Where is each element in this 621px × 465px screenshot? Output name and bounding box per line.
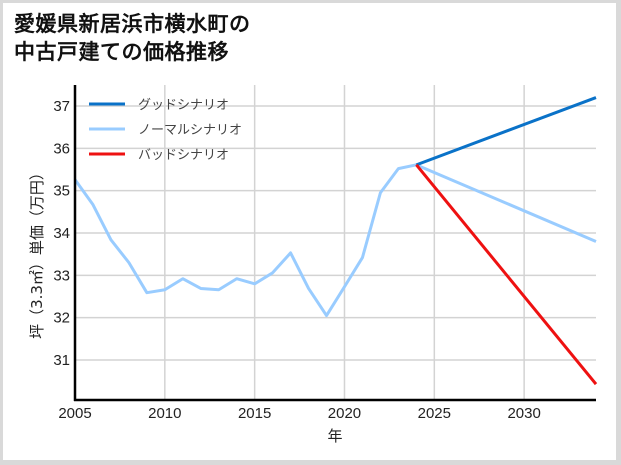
- x-tick-label: 2015: [238, 405, 271, 422]
- grid-lines: [75, 85, 596, 400]
- y-tick-label: 36: [53, 140, 70, 157]
- legend-item: グッドシナリオ: [89, 98, 229, 113]
- scenario-line: [415, 163, 597, 243]
- y-tick-label: 37: [53, 98, 70, 115]
- chart-title-line1: 愛媛県新居浜市横水町の: [14, 12, 251, 36]
- legend-label: バッドシナリオ: [138, 148, 229, 163]
- legend-item: ノーマルシナリオ: [89, 123, 242, 138]
- y-tick-label: 32: [53, 310, 70, 327]
- legend-label: ノーマルシナリオ: [138, 123, 242, 138]
- axes: [73, 85, 596, 402]
- x-tick-label: 2005: [58, 405, 91, 422]
- chart-title-line2: 中古戸建ての価格推移: [14, 40, 229, 64]
- y-axis-ticks: 31 32 33 34 35 36 37: [53, 98, 70, 369]
- legend-item: バッドシナリオ: [89, 148, 229, 163]
- x-tick-label: 2020: [328, 405, 361, 422]
- y-tick-label: 33: [53, 267, 70, 284]
- y-tick-label: 34: [53, 225, 70, 242]
- scenario-line: [415, 96, 597, 167]
- data-lines: [73, 96, 598, 386]
- x-tick-label: 2030: [507, 405, 540, 422]
- x-axis-label: 年: [327, 427, 342, 445]
- legend-label: グッドシナリオ: [138, 98, 229, 113]
- y-axis-label: 坪（3.3㎡）単価（万円）: [28, 165, 46, 339]
- x-axis-ticks: 2005 2010 2015 2020 2025 2030: [58, 405, 541, 422]
- scenario-line: [415, 163, 598, 386]
- y-tick-label: 35: [53, 183, 70, 200]
- x-tick-label: 2025: [418, 405, 451, 422]
- y-tick-label: 31: [53, 352, 70, 369]
- chart-title: 愛媛県新居浜市横水町の 中古戸建ての価格推移: [14, 10, 251, 66]
- x-tick-label: 2010: [148, 405, 181, 422]
- historical-line: [73, 163, 417, 318]
